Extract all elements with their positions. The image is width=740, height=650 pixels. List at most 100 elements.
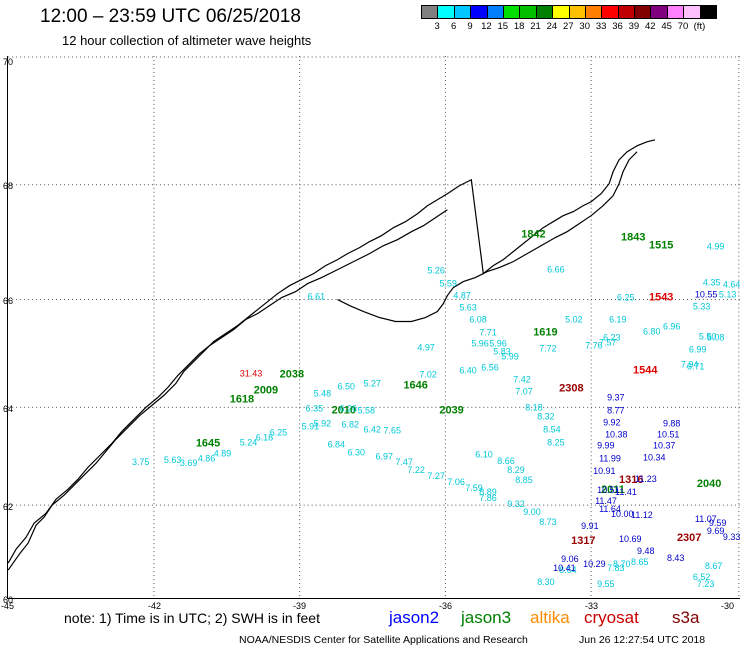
wave-height-label: 6.30 xyxy=(348,447,365,457)
wave-height-label: 5.63 xyxy=(459,303,476,313)
lat-label: 62 xyxy=(3,502,14,512)
footer-credit: NOAA/NESDIS Center for Satellite Applica… xyxy=(239,634,528,646)
wave-height-label: 5.50 xyxy=(699,331,716,341)
scale-label: 24 xyxy=(546,21,558,32)
wave-height-label: 6.80 xyxy=(643,326,660,336)
wave-height-label: 5.27 xyxy=(364,378,381,388)
wave-height-label: 10.38 xyxy=(605,429,627,439)
wave-height-label: 7.94 xyxy=(681,359,698,369)
wave-height-label: 5.33 xyxy=(693,302,710,312)
scale-label: 6 xyxy=(450,21,457,32)
scale-label: 45 xyxy=(661,21,672,32)
wave-height-label: 8.54 xyxy=(543,424,560,434)
wave-height-label: 9.48 xyxy=(637,546,654,556)
wave-height-label: 6.97 xyxy=(375,451,392,461)
wave-height-label: 8.89 xyxy=(479,487,496,497)
wave-height-label: 2308 xyxy=(559,382,583,394)
greenland-coastline xyxy=(337,151,638,323)
scale-swatch xyxy=(421,5,439,19)
wave-height-label: 10.41 xyxy=(553,563,575,573)
scale-swatch xyxy=(486,5,504,19)
wave-height-label: 11.23 xyxy=(635,474,657,484)
wave-height-label: 1515 xyxy=(649,240,673,252)
wave-height-label: 11.47 xyxy=(595,496,617,506)
lat-label: 64 xyxy=(3,404,14,414)
wave-height-label: 1645 xyxy=(196,437,220,449)
wave-height-label: 7.07 xyxy=(515,386,532,396)
footer-timestamp: Jun 26 12:27:54 UTC 2018 xyxy=(579,634,706,646)
wave-height-label: 10.29 xyxy=(583,559,605,569)
wave-height-label: 10.69 xyxy=(619,534,641,544)
wave-height-label: 9.92 xyxy=(603,417,620,427)
wave-height-label: 6.52 xyxy=(693,572,710,582)
wave-height-label: 4.64 xyxy=(723,280,740,290)
wave-height-label: 8.67 xyxy=(705,561,722,571)
wave-height-label: 11.41 xyxy=(615,487,637,497)
wave-height-label: 7.22 xyxy=(407,465,424,475)
wave-height-label: 8.18 xyxy=(525,402,542,412)
wave-height-label: 6.23 xyxy=(603,332,620,342)
lat-label: 60 xyxy=(3,595,14,605)
satellite-legend-s3a: s3a xyxy=(672,608,700,627)
scale-label: 15 xyxy=(497,21,509,32)
wave-height-label: 7.65 xyxy=(383,425,400,435)
wave-height-label: 6.40 xyxy=(459,365,476,375)
wave-height-label: 9.32 xyxy=(507,499,524,509)
scale-swatch xyxy=(699,5,718,19)
wave-height-label: 1543 xyxy=(649,292,673,304)
wave-height-label: 7.83 xyxy=(607,563,624,573)
wave-height-label: 5.59 xyxy=(439,279,456,289)
wave-height-label: 7.47 xyxy=(395,457,412,467)
wave-height-label: 9.33 xyxy=(723,532,740,542)
color-scale xyxy=(421,5,718,19)
scale-swatch xyxy=(617,5,636,19)
wave-height-label: 8.43 xyxy=(667,553,684,563)
wave-height-label: 10.34 xyxy=(643,452,665,462)
wave-height-label: 5.83 xyxy=(493,346,510,356)
wave-height-label: 9.00 xyxy=(523,507,540,517)
wave-height-label: 4.97 xyxy=(417,342,434,352)
lon-label: -33 xyxy=(585,601,599,611)
wave-height-label: 31.43 xyxy=(240,368,262,378)
wave-height-label: 6.99 xyxy=(689,344,706,354)
scale-label: 36 xyxy=(612,21,623,32)
scale-swatch xyxy=(470,5,488,19)
page-subtitle: 12 hour collection of altimeter wave hei… xyxy=(62,33,312,48)
scale-label: 3 xyxy=(434,21,440,32)
wave-height-label: 9.91 xyxy=(581,521,598,531)
wave-height-label: 7.71 xyxy=(479,327,496,337)
scale-swatch xyxy=(519,5,537,19)
scale-swatch xyxy=(650,5,668,19)
wave-height-label: 6.19 xyxy=(609,315,626,325)
wave-height-label: 6.35 xyxy=(306,403,323,413)
wave-height-label: 6.71 xyxy=(687,361,704,371)
wave-height-label: 2039 xyxy=(439,404,463,416)
wave-height-label: 1544 xyxy=(633,364,658,376)
scale-label: (ft) xyxy=(693,21,706,32)
wave-height-label: 6.25 xyxy=(270,427,287,437)
color-scale-labels: 3 6 9 12 15 18 21 24 27 30 33 36 39 42 45 70 (ft) xyxy=(421,21,708,32)
wave-height-label: 6.56 xyxy=(481,362,498,372)
lat-label: 68 xyxy=(3,181,14,191)
wave-height-label: 2040 xyxy=(697,478,721,490)
wave-height-label: 9.69 xyxy=(707,526,724,536)
wave-height-label: 6.82 xyxy=(342,419,359,429)
wave-height-label: 7.86 xyxy=(479,493,496,503)
wave-height-label: 10.37 xyxy=(653,440,675,450)
footer-note: note: 1) Time is in UTC; 2) SWH is in fe… xyxy=(64,610,320,626)
wave-height-label: 1843 xyxy=(621,232,645,244)
wave-height-label: 5.96 xyxy=(489,338,506,348)
wave-height-label: 9.06 xyxy=(561,554,578,564)
scale-label: 18 xyxy=(513,21,525,32)
wave-height-label: 6.84 xyxy=(328,439,345,449)
wave-height-label: 2011 xyxy=(601,484,625,496)
wave-height-label: 7.59 xyxy=(465,483,482,493)
wave-height-label: 9.88 xyxy=(663,418,680,428)
wave-height-label: 9.99 xyxy=(597,440,614,450)
satellite-legend-cryosat: cryosat xyxy=(584,608,639,627)
greenland-coastline xyxy=(8,139,656,571)
wave-height-label: 4.89 xyxy=(214,448,231,458)
satellite-legend-altika: altika xyxy=(530,608,570,627)
scale-swatch xyxy=(535,5,554,19)
wave-height-label: 4.87 xyxy=(453,291,470,301)
